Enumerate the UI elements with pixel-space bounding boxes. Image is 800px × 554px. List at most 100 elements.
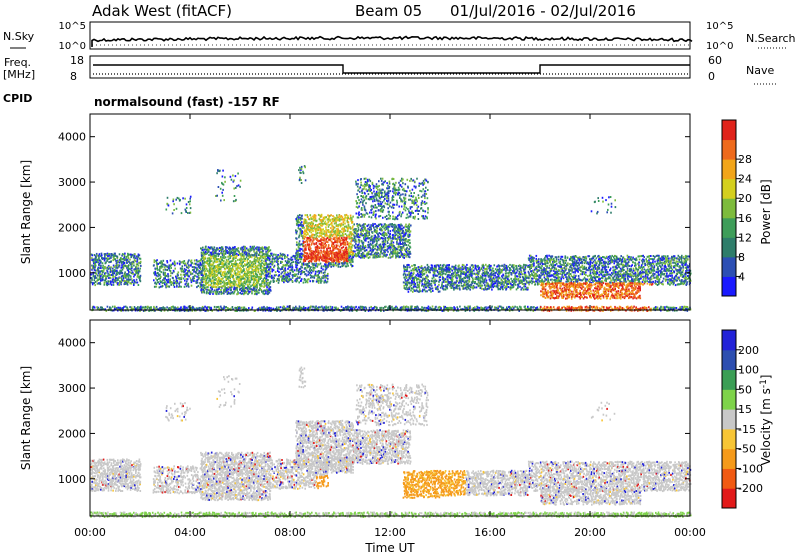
range-cell bbox=[166, 261, 169, 264]
range-cell bbox=[188, 269, 190, 272]
range-cell bbox=[375, 217, 377, 220]
range-cell bbox=[223, 260, 225, 262]
range-cell bbox=[352, 233, 355, 236]
range-cell bbox=[253, 284, 256, 287]
range-cell bbox=[325, 253, 327, 256]
range-cell bbox=[331, 260, 334, 263]
range-cell bbox=[190, 264, 192, 267]
range-cell bbox=[313, 236, 315, 239]
range-cell bbox=[201, 261, 204, 263]
range-cell bbox=[286, 271, 289, 274]
range-cell bbox=[294, 274, 296, 277]
range-cell bbox=[254, 256, 257, 259]
range-cell bbox=[340, 222, 343, 225]
range-cell bbox=[301, 270, 304, 273]
range-cell bbox=[117, 260, 119, 263]
range-cell bbox=[386, 203, 388, 206]
range-cell bbox=[377, 252, 380, 255]
range-cell bbox=[209, 260, 212, 263]
range-cell bbox=[314, 274, 316, 277]
range-cell bbox=[164, 275, 166, 278]
range-cell bbox=[419, 290, 422, 293]
range-cell bbox=[350, 216, 352, 219]
range-cell bbox=[350, 253, 353, 256]
range-cell bbox=[328, 238, 331, 241]
range-cell bbox=[295, 231, 297, 234]
range-cell bbox=[400, 235, 403, 238]
range-cell bbox=[380, 208, 382, 211]
range-cell bbox=[359, 256, 362, 259]
range-cell bbox=[252, 269, 254, 272]
range-cell bbox=[184, 262, 187, 265]
range-cell bbox=[284, 275, 286, 278]
range-cell bbox=[110, 255, 112, 258]
range-cell bbox=[464, 286, 467, 289]
range-cell bbox=[374, 245, 376, 248]
range-cell bbox=[373, 230, 376, 233]
range-cell bbox=[402, 273, 405, 276]
range-cell bbox=[292, 270, 294, 273]
range-cell bbox=[226, 289, 228, 292]
range-cell bbox=[216, 247, 219, 250]
range-cell bbox=[362, 248, 365, 251]
range-cell bbox=[405, 232, 407, 234]
range-cell bbox=[163, 263, 166, 266]
range-cell bbox=[220, 292, 223, 295]
range-cell bbox=[363, 206, 366, 209]
range-cell bbox=[296, 268, 299, 270]
range-cell bbox=[320, 222, 323, 225]
range-cell bbox=[466, 288, 468, 291]
range-cell bbox=[180, 261, 183, 264]
range-cell bbox=[318, 223, 320, 226]
range-cell bbox=[240, 254, 242, 257]
range-cell bbox=[363, 236, 365, 239]
range-cell bbox=[213, 275, 215, 278]
range-cell bbox=[231, 274, 233, 276]
range-cell bbox=[256, 286, 258, 289]
range-cell bbox=[333, 230, 335, 233]
range-cell bbox=[393, 203, 396, 206]
range-cell bbox=[264, 271, 266, 274]
range-cell bbox=[240, 257, 242, 260]
range-cell bbox=[261, 265, 264, 268]
range-cell bbox=[334, 236, 336, 239]
range-cell bbox=[139, 279, 141, 282]
range-cell bbox=[346, 241, 349, 244]
range-cell bbox=[390, 225, 393, 228]
range-cell bbox=[345, 226, 348, 229]
range-cell bbox=[208, 274, 210, 277]
range-cell bbox=[418, 184, 420, 187]
range-cell bbox=[424, 190, 427, 193]
range-cell bbox=[399, 196, 401, 199]
range-cell bbox=[396, 189, 398, 192]
range-cell bbox=[209, 293, 211, 295]
range-cell bbox=[232, 268, 235, 271]
range-cell bbox=[359, 247, 361, 250]
range-cell bbox=[268, 266, 270, 269]
range-cell bbox=[253, 257, 256, 260]
range-cell bbox=[407, 244, 410, 247]
range-cell bbox=[206, 274, 208, 277]
range-cell bbox=[403, 205, 406, 207]
range-cell bbox=[220, 285, 222, 288]
range-cell bbox=[399, 226, 401, 229]
range-cell bbox=[101, 269, 103, 272]
range-cell bbox=[404, 197, 407, 200]
range-cell bbox=[332, 241, 334, 244]
range-cell bbox=[314, 264, 317, 267]
range-cell bbox=[427, 279, 429, 282]
range-cell bbox=[241, 292, 244, 295]
range-cell bbox=[118, 258, 121, 261]
range-cell bbox=[263, 274, 266, 277]
range-cell bbox=[256, 285, 258, 288]
range-cell bbox=[316, 227, 319, 230]
range-cell bbox=[349, 214, 352, 217]
range-cell bbox=[383, 254, 386, 257]
range-cell bbox=[106, 269, 108, 272]
range-cell bbox=[354, 228, 356, 231]
range-cell bbox=[386, 248, 389, 251]
range-cell bbox=[403, 265, 405, 268]
range-cell bbox=[187, 285, 190, 288]
range-cell bbox=[388, 213, 390, 216]
range-cell bbox=[381, 177, 384, 180]
